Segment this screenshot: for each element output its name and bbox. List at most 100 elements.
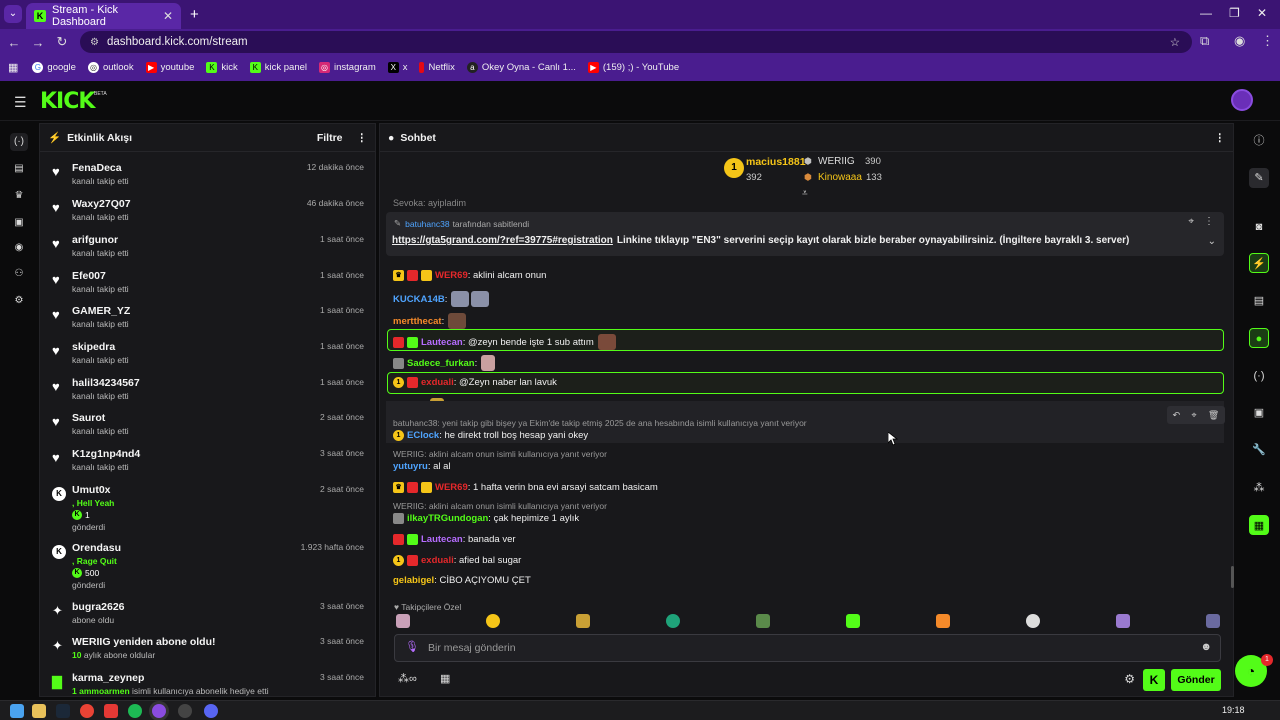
discord-icon[interactable] [204,704,218,718]
emote[interactable] [486,614,500,628]
chat-input[interactable]: 🎙 Bir mesaj gönderin ☻ [394,634,1221,662]
tools-icon[interactable]: 🔧 [1252,444,1266,456]
emote[interactable] [396,614,410,628]
kicks-coin-icon: K [72,510,82,520]
close-icon[interactable]: ✕ [162,9,173,23]
gift-icon[interactable]: ▦ [440,673,451,685]
trophy-icon[interactable]: ♛ [14,190,24,201]
dashboard-icon[interactable]: ▤ [14,163,24,174]
layout-icon[interactable]: ▣ [1253,407,1265,419]
emote[interactable] [1026,614,1040,628]
window-close-icon[interactable]: ✕ [1257,6,1268,20]
pinned-more-icon[interactable]: ⋮ [1204,216,1214,227]
send-button[interactable]: Gönder [1171,669,1221,691]
back-icon[interactable]: ← [7,34,21,50]
emote[interactable] [1206,614,1220,628]
delete-icon[interactable]: 🗑 [1207,409,1220,420]
site-info-icon[interactable]: ⚙ [90,36,99,48]
minimize-icon[interactable]: — [1200,6,1212,20]
bookmark-netflix[interactable]: Netflix [419,61,455,73]
pin-message-icon[interactable]: ⌖ [1191,409,1197,420]
top-gifter-name[interactable]: Kinowaaa [818,172,862,183]
left-nav-rail: (·) ▤ ♛ ▣ ◉ ⚇ ⚙ [0,122,38,700]
chrome-icon[interactable] [80,704,94,718]
emote[interactable] [846,614,860,628]
camera-icon[interactable]: ◙ [1255,221,1263,233]
edit-icon[interactable]: ✎ [1249,168,1269,188]
emote[interactable] [756,614,770,628]
emote[interactable] [1116,614,1130,628]
expand-chevron-icon[interactable]: ⌄ [1207,236,1216,247]
menu-icon[interactable]: ⋮ [1261,33,1274,48]
chat-title: Sohbet [400,131,436,144]
message-actions: ↶ ⌖ 🗑 [1167,406,1225,424]
chat-settings-icon[interactable]: ⚙ [1124,672,1135,686]
pinned-link[interactable]: https://gta5grand.com/?ref=39775#registr… [392,235,613,246]
unpin-icon[interactable]: ⌖ [1188,216,1194,227]
bookmark-youtube-2[interactable]: ▶ (159) ;) - YouTube [587,61,679,73]
chat-header: ● Sohbet ⋮ [380,124,1233,152]
chat-more-icon[interactable]: ⋮ [1214,131,1226,144]
community-icon[interactable]: ⚇ [14,268,24,279]
emoji-icon[interactable]: ☻ [1200,641,1212,653]
tab-search-icon[interactable]: ⌄ [4,5,22,23]
forward-icon[interactable]: → [31,34,45,50]
settings-icon[interactable]: ⚙ [14,295,24,306]
reply-icon[interactable]: ↶ [1172,409,1181,420]
file-explorer-icon[interactable] [32,704,46,718]
emote[interactable] [576,614,590,628]
bookmark-instagram[interactable]: ◎ instagram [319,61,376,73]
apps-icon[interactable]: ▦ [8,61,19,74]
app-icon[interactable] [104,704,118,718]
profile-icon[interactable]: ◉ [1234,33,1246,48]
sub-badge-icon [407,377,418,388]
kick-emotes-button[interactable]: K [1143,669,1165,691]
gift-badge-icon [421,270,432,281]
predictions-icon[interactable]: ⁂∞ [398,673,417,685]
extensions-icon[interactable]: ⧉ [1200,33,1210,48]
hamburger-menu-icon[interactable]: ☰ [14,94,27,110]
reload-icon[interactable]: ↻ [56,34,68,49]
spotify-icon[interactable] [128,704,142,718]
chat-toggle-icon[interactable]: ● [1249,328,1269,348]
apps-dots-icon[interactable]: ⁂ [1253,482,1265,494]
rank-badge-icon: 1 [393,430,404,441]
moderation-icon[interactable]: ▣ [14,217,24,228]
kick-logo[interactable]: KICK [40,89,95,114]
heart-icon: ♥ [52,272,60,287]
bookmark-outlook[interactable]: ◎ outlook [87,61,134,73]
activity-toggle-icon[interactable]: ⚡ [1249,253,1269,273]
bookmark-okey[interactable]: a Okey Oyna - Canlı 1... [466,61,576,73]
browser-tab[interactable]: K Stream - Kick Dashboard ✕ [26,3,181,29]
new-tab-icon[interactable]: + [190,6,199,23]
app-icon-2[interactable] [178,704,192,718]
more-icon[interactable]: ⋮ [356,131,368,144]
heart-icon: ♥ [52,236,60,251]
microphone-icon[interactable]: 🎙 [405,641,419,653]
filter-button[interactable]: Filtre [316,131,343,144]
broadcast-icon[interactable]: ◉ [14,242,24,253]
steam-icon[interactable] [56,704,70,718]
bookmark-youtube[interactable]: ▶ youtube [145,61,194,73]
emote[interactable] [936,614,950,628]
chrome-profile-icon[interactable] [152,704,166,718]
stream-icon[interactable]: (·) [10,133,28,151]
collapse-chevron-icon[interactable]: ⩡ [802,188,808,199]
bookmark-star-icon[interactable]: ☆ [1169,37,1180,49]
top-gifter-name[interactable]: macius1881 [746,156,806,168]
emote[interactable] [666,614,680,628]
clip-icon[interactable]: ▦ [1249,515,1269,535]
notes-icon[interactable]: ▤ [1253,295,1265,307]
chat-scrollbar[interactable] [1231,566,1234,588]
start-icon[interactable] [10,704,24,718]
restore-icon[interactable]: ❐ [1229,6,1240,20]
top-gifter-name[interactable]: WERIIG [818,156,855,167]
info-icon[interactable]: ⓘ [1253,135,1265,147]
avatar[interactable] [1231,89,1253,111]
broadcast-toggle-icon[interactable]: (·) [1253,370,1265,382]
address-bar[interactable]: ⚙ dashboard.kick.com/stream ☆ [80,31,1192,53]
